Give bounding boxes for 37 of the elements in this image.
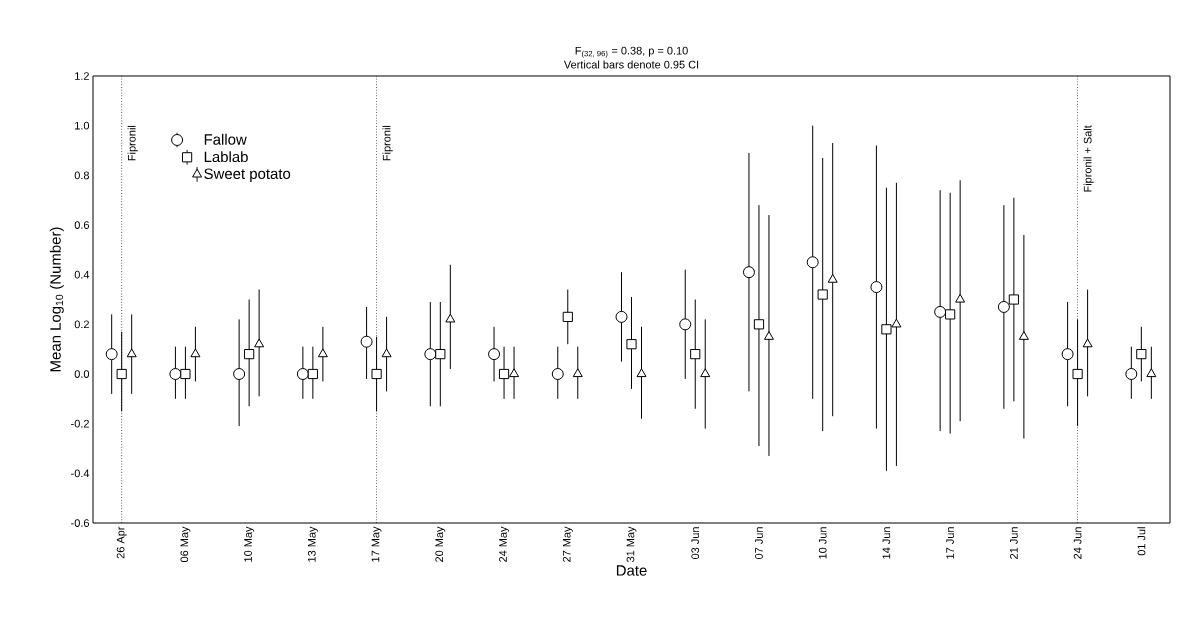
x-tick-label: 27 May	[562, 526, 573, 562]
y-tick-label: -0.4	[71, 469, 90, 478]
ref-line-label: Fipronil	[382, 125, 393, 161]
x-tick-label: 10 Jun	[818, 527, 827, 559]
chart-subtitle: Vertical bars denote 0.95 CI	[563, 60, 699, 69]
x-tick-label: 07 Jun	[755, 527, 763, 559]
y-tick-label: -0.6	[71, 519, 89, 527]
legend-label: Sweet potato	[204, 168, 291, 182]
chart-title: F$_{(32, 96)}$ = 0.38, p = 0.10	[575, 46, 688, 58]
x-tick-label: 14 Jun	[882, 527, 891, 559]
y-tick-label: 0.6	[74, 221, 89, 229]
ref-line-label: Fipronil + Salt	[1083, 125, 1094, 192]
x-tick-label: 24 May	[499, 526, 509, 562]
x-tick-label: 03 Jun	[691, 527, 700, 559]
x-tick-label: 17 Jun	[946, 527, 954, 559]
x-axis-title: Date	[616, 565, 647, 576]
x-tick-label: 17 May	[371, 526, 382, 562]
x-tick-label: 26 Apr	[116, 526, 127, 559]
y-tick-label: 0.4	[74, 270, 90, 279]
x-tick-label: 06 May	[180, 526, 191, 563]
y-tick-label: 0.8	[74, 171, 89, 180]
legend-label: Lablab	[204, 151, 248, 163]
x-tick-label: 13 May	[307, 526, 318, 562]
y-tick-label: 1.2	[75, 72, 89, 80]
x-tick-label: 24 Jun	[1073, 527, 1082, 559]
y-tick-label: 0.0	[74, 370, 90, 378]
y-tick-label: 0.2	[74, 320, 89, 329]
y-axis-title: Mean Log$_{10}$ (Number)	[49, 227, 64, 372]
x-tick-label: 01 Jul	[1137, 527, 1146, 556]
x-tick-label: 20 May	[435, 526, 446, 562]
y-tick-label: 1.0	[75, 121, 90, 130]
y-tick-label: -0.2	[71, 419, 89, 428]
legend-label: Fallow	[204, 133, 247, 145]
x-tick-label: 10 May	[244, 526, 255, 562]
ref-line-label: Fipronil	[127, 125, 138, 161]
x-tick-label: 31 May	[626, 526, 637, 563]
x-tick-label: 21 Jun	[1010, 527, 1018, 559]
